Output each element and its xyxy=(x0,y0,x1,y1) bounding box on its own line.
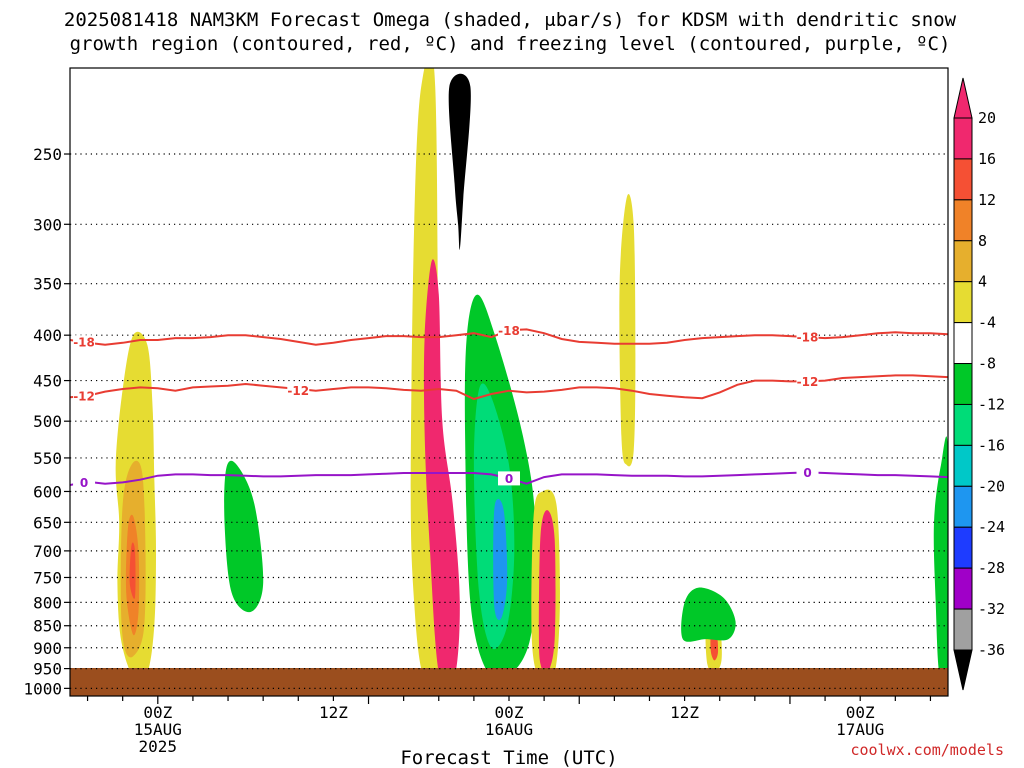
x-tick-label-0-0: 00Z xyxy=(143,703,172,722)
y-tick-label-650: 650 xyxy=(33,513,62,532)
omega-region-17 xyxy=(933,436,948,692)
pressure-grid xyxy=(70,153,948,689)
colorbar-label-3: 8 xyxy=(978,232,987,250)
y-tick-label-950: 950 xyxy=(33,660,62,679)
y-tick-label-350: 350 xyxy=(33,275,62,294)
contour-label-bg-1-2 xyxy=(796,374,819,389)
x-tick-label-0-1: 15AUG xyxy=(134,720,182,739)
colorbar-label-2: 12 xyxy=(978,191,996,209)
chart-title-line2: growth region (contoured, red, ºC) and f… xyxy=(70,33,951,55)
omega-region-16 xyxy=(681,587,736,642)
colorbar-label-9: -20 xyxy=(978,477,1005,495)
y-tick-label-500: 500 xyxy=(33,412,62,431)
colorbar-swatch-10 xyxy=(953,526,973,569)
contour-label-1-2: -12 xyxy=(797,375,819,389)
colorbar-swatch-2 xyxy=(953,199,973,242)
omega-region-7 xyxy=(448,73,471,250)
y-tick-label-750: 750 xyxy=(33,568,62,587)
colorbar-swatch-7 xyxy=(953,403,973,446)
colorbar-label-1: 16 xyxy=(978,150,996,168)
x-axis-label: Forecast Time (UTC) xyxy=(400,747,617,768)
colorbar-label-11: -28 xyxy=(978,559,1005,577)
contour-layer: -18 -18 -18 -12 -12 -12 0 0 0 xyxy=(70,323,948,490)
contour-label-1-1: -12 xyxy=(287,384,309,398)
colorbar-swatch-0 xyxy=(953,117,973,160)
contour-label-bg-2-0 xyxy=(73,475,96,490)
contour-label-bg-1-1 xyxy=(287,383,310,398)
y-tick-label-900: 900 xyxy=(33,639,62,658)
y-axis: 250 300 350 400 450 500 550 600 650 700 750 800 850 9… xyxy=(23,145,70,698)
y-tick-label-850: 850 xyxy=(33,617,62,636)
colorbar-label-12: -32 xyxy=(978,600,1005,618)
y-tick-label-600: 600 xyxy=(33,482,62,501)
omega-region-3 xyxy=(129,542,136,599)
omega-region-10 xyxy=(493,499,508,621)
colorbar-label-8: -16 xyxy=(978,436,1005,454)
colorbar-label-5: -4 xyxy=(978,314,996,332)
y-tick-label-700: 700 xyxy=(33,542,62,561)
y-tick-label-450: 450 xyxy=(33,372,62,391)
contour-label-bg-2-2 xyxy=(796,465,819,480)
contour-label-bg-0-2 xyxy=(796,330,819,345)
contour-label-0-0: -18 xyxy=(73,336,95,350)
colorbar-label-4: 4 xyxy=(978,273,987,291)
omega-shading-layer xyxy=(115,68,948,692)
contour-label-1-0: -12 xyxy=(73,390,95,404)
y-tick-label-800: 800 xyxy=(33,593,62,612)
x-tick-label-4-0: 00Z xyxy=(846,703,875,722)
contour-label-bg-0-1 xyxy=(498,323,520,338)
colorbar-label-6: -8 xyxy=(978,355,996,373)
contour-label-bg-2-1 xyxy=(498,471,520,486)
omega-region-13 xyxy=(619,194,636,467)
colorbar: 20 16 12 8 4 -4 -8 -12 -16 -20 -24 -28 -32 -36 xyxy=(953,77,1005,691)
colorbar-swatch-9 xyxy=(953,485,973,528)
y-tick-label-250: 250 xyxy=(33,145,62,164)
colorbar-swatch-5 xyxy=(953,322,973,365)
colorbar-label-0: 20 xyxy=(978,109,996,127)
colorbar-swatch-1 xyxy=(953,158,973,201)
contour-label-2-0: 0 xyxy=(80,476,88,490)
y-tick-label-300: 300 xyxy=(33,215,62,234)
y-tick-label-550: 550 xyxy=(33,449,62,468)
contour-label-bg-1-0 xyxy=(73,389,96,404)
x-tick-label-2-0: 00Z xyxy=(495,703,524,722)
colorbar-swatch-4 xyxy=(953,281,973,324)
colorbar-swatch-6 xyxy=(953,363,973,405)
contour-label-bg-0-0 xyxy=(73,335,96,350)
x-tick-label-1-0: 12Z xyxy=(319,703,348,722)
omega-region-12 xyxy=(538,510,556,675)
credit-text: coolwx.com/models xyxy=(850,741,1004,759)
colorbar-swatch-3 xyxy=(953,240,973,283)
colorbar-label-7: -12 xyxy=(978,395,1005,413)
y-tick-label-1000: 1000 xyxy=(23,679,62,698)
ground-surface xyxy=(70,668,948,696)
colorbar-top-arrow xyxy=(953,77,973,119)
colorbar-bottom-arrow xyxy=(953,649,973,691)
x-tick-label-4-1: 17AUG xyxy=(836,720,884,739)
contour-label-2-1: 0 xyxy=(505,472,513,486)
x-tick-label-2-1: 16AUG xyxy=(485,720,533,739)
x-tick-label-0-2: 2025 xyxy=(139,737,178,756)
colorbar-swatch-11 xyxy=(953,567,973,610)
colorbar-swatch-8 xyxy=(953,444,973,487)
colorbar-label-13: -36 xyxy=(978,641,1005,659)
contour-label-0-2: -18 xyxy=(797,331,819,345)
colorbar-swatch-12 xyxy=(953,608,973,651)
contour-label-0-1: -18 xyxy=(498,324,520,338)
x-tick-label-3-0: 12Z xyxy=(670,703,699,722)
colorbar-label-10: -24 xyxy=(978,518,1005,536)
contour-label-2-2: 0 xyxy=(803,466,811,480)
y-tick-label-400: 400 xyxy=(33,326,62,345)
chart-title-line1: 2025081418 NAM3KM Forecast Omega (shaded… xyxy=(64,9,957,31)
omega-region-4 xyxy=(224,460,264,613)
